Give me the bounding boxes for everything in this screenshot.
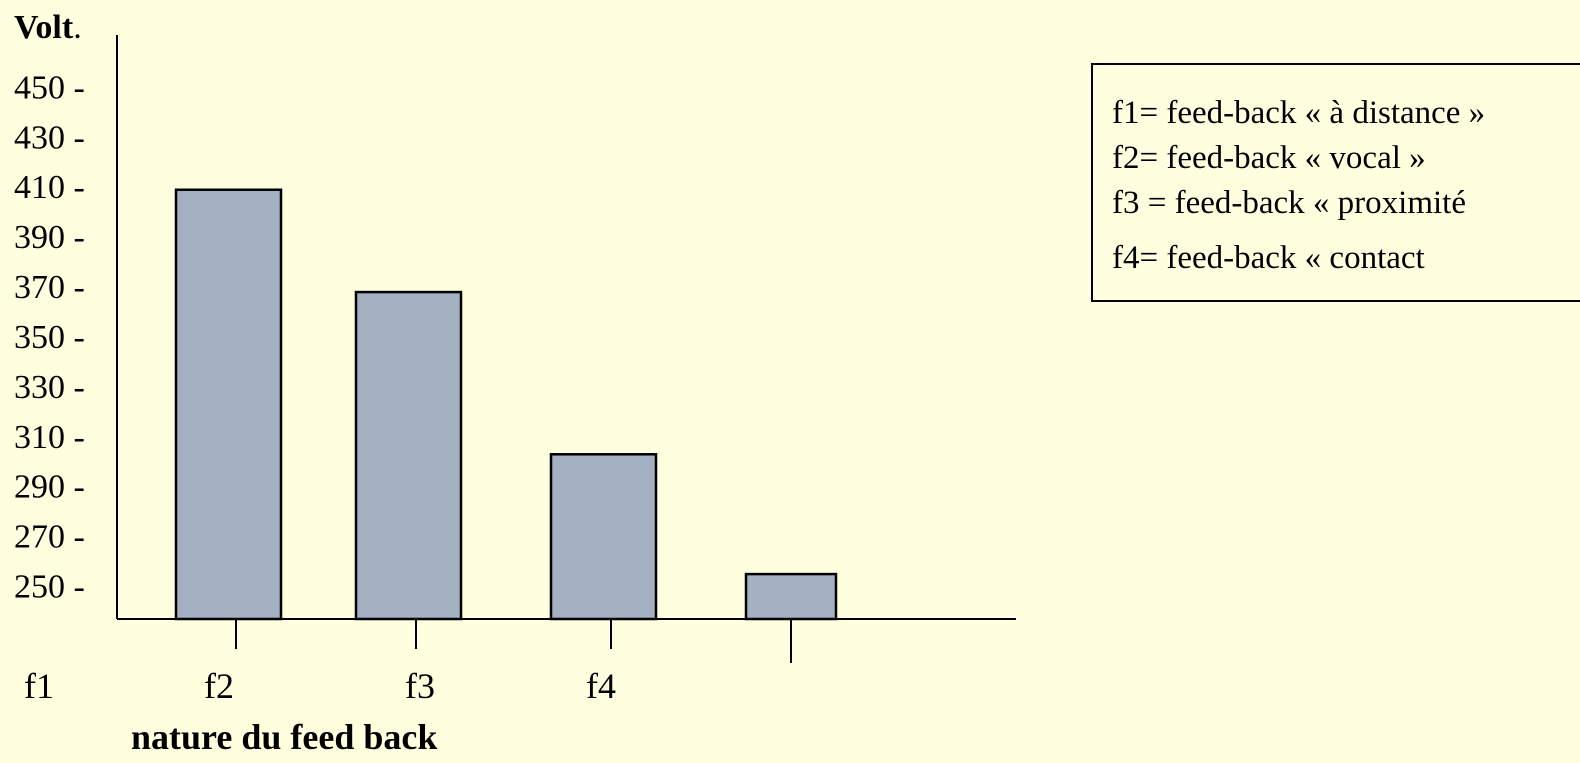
y-tick-label: 270 - bbox=[14, 519, 85, 556]
x-tick-label-f2: f2 bbox=[204, 666, 234, 706]
legend-entry-f3: f3 = feed-back « proximité bbox=[1112, 185, 1466, 221]
y-tick-label: 290 - bbox=[14, 469, 85, 506]
y-tick-label: 390 - bbox=[14, 219, 85, 256]
x-tick-label-f1: f1 bbox=[24, 666, 54, 706]
legend: f1= feed-back « à distance » f2= feed-ba… bbox=[1091, 63, 1580, 302]
y-tick-labels: 450 - 430 - 410 - 390 - 370 - 350 - 330 - 310 -… bbox=[14, 69, 85, 605]
x-axis-label: nature du feed back bbox=[131, 717, 437, 757]
bar-f4 bbox=[744, 572, 838, 621]
y-axis-title: Volt. bbox=[14, 9, 82, 46]
y-axis-label: Volt bbox=[14, 9, 74, 46]
x-tick-marks bbox=[235, 619, 792, 663]
bar-f3 bbox=[549, 453, 658, 621]
y-tick-label: 330 - bbox=[14, 369, 85, 406]
bar-f2 bbox=[354, 290, 463, 621]
legend-entry-f2: f2= feed-back « vocal » bbox=[1112, 140, 1426, 176]
legend-entry-f4: f4= feed-back « contact bbox=[1112, 240, 1425, 276]
y-tick-label: 450 - bbox=[14, 69, 85, 106]
y-tick-label: 310 - bbox=[14, 419, 85, 456]
y-tick-label: 410 - bbox=[14, 169, 85, 206]
svg-text:Volt.: Volt. bbox=[14, 9, 82, 46]
x-tick-label-f4: f4 bbox=[586, 666, 616, 706]
y-tick-label: 430 - bbox=[14, 119, 85, 156]
y-tick-label: 250 - bbox=[14, 569, 85, 606]
legend-entry-f1: f1= feed-back « à distance » bbox=[1112, 95, 1486, 131]
y-tick-label: 350 - bbox=[14, 319, 85, 356]
y-tick-label: 370 - bbox=[14, 269, 85, 306]
bars bbox=[174, 188, 838, 621]
bar-f1 bbox=[174, 188, 283, 621]
x-tick-label-f3: f3 bbox=[405, 666, 435, 706]
x-tick-labels: f1 f2 f3 f4 bbox=[24, 666, 616, 706]
y-axis-label-suffix: . bbox=[73, 9, 82, 46]
